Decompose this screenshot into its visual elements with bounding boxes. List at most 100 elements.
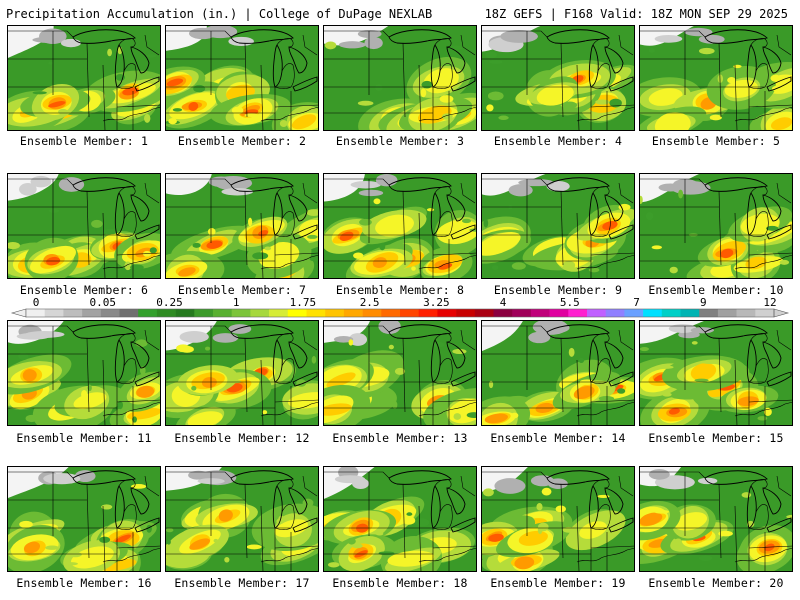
precip-speckle (192, 242, 201, 248)
precip-contour (187, 411, 223, 426)
ensemble-member-map-11 (7, 320, 161, 426)
state-border (276, 479, 294, 489)
precip-speckle (64, 562, 78, 566)
ensemble-member-map-10 (639, 173, 793, 279)
precip-map (481, 173, 635, 279)
state-border (748, 104, 793, 108)
state-border (576, 254, 635, 270)
lake-outline (546, 177, 610, 192)
state-border (418, 106, 477, 122)
lake-outline (450, 224, 476, 240)
colorbar-segment (156, 309, 176, 317)
precip-speckle (727, 77, 736, 84)
light-precip-blob (648, 469, 670, 480)
precip-speckle (645, 212, 654, 221)
lake-outline (288, 46, 308, 74)
state-border (118, 479, 136, 489)
map-frame (639, 173, 793, 279)
light-precip-blob (530, 475, 555, 487)
map-frame (165, 320, 319, 426)
precip-speckle (48, 61, 54, 65)
light-precip-blob (212, 333, 239, 343)
state-border (590, 504, 611, 530)
precip-speckle (541, 487, 552, 496)
precip-speckle (357, 100, 374, 106)
precip-speckle (101, 504, 113, 510)
colorbar-tick-label: 1 (233, 296, 240, 309)
precip-speckle (204, 346, 211, 351)
precip-speckle (392, 400, 398, 409)
state-border (302, 329, 318, 351)
precip-speckle (102, 228, 119, 235)
ensemble-member-map-16 (7, 466, 161, 572)
ensemble-member-map-1 (7, 25, 161, 131)
state-border (576, 64, 580, 131)
state-border (432, 399, 477, 403)
precip-speckle (107, 48, 112, 57)
precip-contour (737, 396, 759, 407)
state-border (618, 34, 634, 56)
ensemble-member-label: Ensemble Member: 8 (335, 283, 465, 297)
precip-speckle (779, 259, 790, 265)
map-frame (481, 466, 635, 572)
precip-speckle (378, 551, 395, 556)
precip-speckle (180, 345, 194, 353)
colorbar-tick-label: 0.05 (89, 296, 116, 309)
precip-speckle (373, 198, 381, 205)
light-precip-blob (352, 478, 370, 489)
lake-outline (450, 371, 476, 387)
state-border (432, 252, 477, 256)
colorbar-tick-label: 12 (763, 296, 776, 309)
state-border (590, 104, 635, 108)
state-border (718, 42, 722, 118)
lake-outline (130, 341, 150, 369)
light-precip-blob (684, 27, 713, 37)
precip-speckle (717, 74, 724, 83)
lake-outline (546, 29, 610, 44)
state-border (276, 186, 294, 196)
precip-contour (206, 240, 223, 249)
colorbar-tick-label: 5.5 (560, 296, 580, 309)
precip-contour (178, 267, 196, 277)
precip-speckle (210, 111, 222, 117)
state-border (102, 547, 161, 563)
state-border (323, 178, 390, 186)
colorbar-segment (493, 309, 513, 317)
ensemble-member-label: Ensemble Member: 16 (16, 576, 152, 590)
precip-speckle (491, 265, 499, 271)
precip-contour (484, 413, 509, 424)
precip-speckle (172, 108, 183, 112)
state-border (102, 254, 161, 270)
state-border (144, 34, 160, 56)
light-precip-blob (378, 320, 401, 334)
precip-contour (291, 114, 317, 130)
state-border (734, 254, 793, 270)
precip-speckle (264, 246, 272, 251)
map-frame (7, 25, 161, 131)
precip-speckle (244, 113, 259, 118)
precip-contour (189, 538, 211, 550)
precip-speckle (510, 412, 519, 419)
colorbar-segment (63, 309, 83, 317)
state-border (590, 545, 635, 549)
precip-speckle (498, 115, 509, 121)
state-border (402, 483, 406, 559)
precip-speckle (488, 380, 494, 389)
state-border (144, 475, 160, 497)
precip-speckle (359, 218, 372, 226)
state-border (481, 30, 548, 38)
state-border (718, 483, 722, 559)
precip-contour (274, 519, 308, 538)
lake-outline (604, 487, 624, 515)
precip-speckle (402, 516, 416, 525)
ensemble-member-map-2 (165, 25, 319, 131)
map-frame (639, 25, 793, 131)
precip-speckle (166, 539, 171, 545)
precip-contour (488, 533, 504, 542)
precip-speckle (18, 352, 29, 361)
precip-speckle (379, 242, 386, 251)
lake-outline (704, 29, 768, 44)
map-frame (481, 25, 635, 131)
state-border (276, 333, 294, 343)
lake-outline (762, 487, 782, 515)
